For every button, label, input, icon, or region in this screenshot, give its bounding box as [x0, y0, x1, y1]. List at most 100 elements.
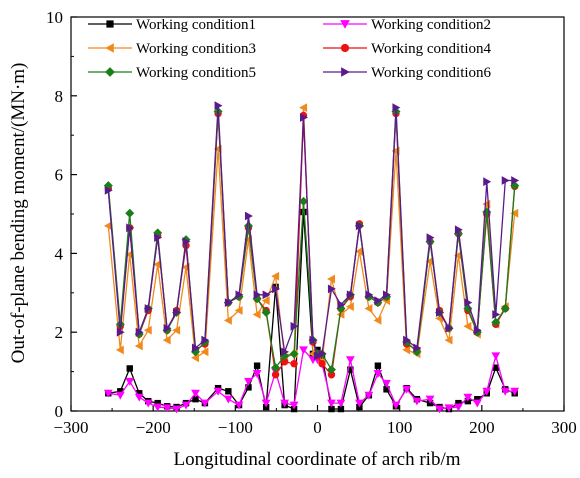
- series-layer: [103, 101, 520, 414]
- y-tick-label: 0: [55, 402, 64, 421]
- data-point: [510, 387, 520, 396]
- data-point: [244, 377, 253, 386]
- data-point: [181, 401, 191, 410]
- data-point: [454, 225, 463, 235]
- data-point: [474, 395, 481, 403]
- data-point: [300, 113, 308, 122]
- data-point: [244, 211, 253, 221]
- data-point: [104, 185, 113, 195]
- data-point: [454, 403, 463, 412]
- data-point: [482, 387, 492, 396]
- data-point: [281, 347, 290, 357]
- data-point: [154, 399, 161, 407]
- data-point: [191, 389, 200, 398]
- data-point: [125, 208, 135, 218]
- legend-label: Working condition4: [371, 41, 492, 57]
- data-point: [501, 176, 510, 185]
- data-point: [173, 308, 181, 317]
- legend-item: Working condition1: [88, 17, 256, 33]
- data-point: [234, 401, 244, 410]
- data-point: [289, 401, 299, 410]
- data-point: [492, 310, 501, 319]
- data-point: [144, 304, 153, 313]
- data-point: [103, 389, 113, 398]
- data-point: [402, 385, 412, 394]
- data-point: [327, 371, 336, 379]
- data-point: [213, 387, 223, 396]
- legend-item: Working condition2: [323, 17, 491, 33]
- data-point: [347, 366, 354, 373]
- y-axis-title: Out-of-plane bending moment/(MN·m): [8, 63, 29, 364]
- data-point: [135, 327, 144, 337]
- data-point: [116, 327, 125, 337]
- data-point: [435, 308, 444, 317]
- data-point: [192, 395, 199, 403]
- data-point: [153, 403, 163, 412]
- data-point: [172, 405, 181, 414]
- data-point: [134, 393, 144, 402]
- series-2: [103, 346, 520, 414]
- data-point: [261, 296, 270, 306]
- data-point: [413, 343, 422, 353]
- data-point: [373, 315, 382, 325]
- data-point: [163, 323, 172, 333]
- data-point: [425, 256, 434, 266]
- data-point: [425, 395, 435, 404]
- data-point: [492, 364, 500, 371]
- data-point: [463, 393, 473, 402]
- legend-item: Working condition5: [88, 65, 256, 81]
- x-tick-label: 0: [313, 418, 322, 437]
- data-point: [126, 365, 133, 372]
- data-point: [135, 390, 143, 397]
- data-point: [318, 360, 326, 368]
- data-point: [300, 208, 307, 216]
- data-point: [117, 388, 124, 395]
- data-point: [392, 103, 401, 113]
- data-point: [115, 319, 125, 329]
- data-point: [454, 250, 462, 260]
- data-point: [299, 103, 308, 113]
- data-point: [341, 67, 350, 77]
- data-point: [382, 379, 391, 388]
- data-point: [280, 358, 289, 366]
- data-point: [340, 43, 350, 53]
- data-point: [200, 347, 209, 357]
- data-point: [412, 397, 422, 406]
- data-point: [143, 325, 152, 335]
- data-point: [153, 260, 162, 269]
- data-point: [235, 290, 244, 300]
- series-line: [107, 105, 515, 357]
- data-point: [402, 345, 411, 355]
- data-point: [445, 323, 454, 333]
- data-point: [200, 399, 210, 408]
- data-point: [326, 365, 336, 375]
- data-point: [403, 335, 412, 345]
- legend-label: Working condition6: [371, 65, 492, 81]
- data-point: [340, 20, 350, 29]
- data-point: [472, 399, 482, 408]
- y-tick-label: 8: [55, 87, 64, 106]
- data-point: [115, 391, 125, 400]
- legend-label: Working condition1: [136, 17, 256, 33]
- data-point: [214, 101, 223, 111]
- x-tick-label: −300: [53, 418, 88, 437]
- legend-item: Working condition3: [88, 41, 256, 57]
- data-point: [134, 341, 143, 351]
- data-point: [253, 290, 262, 300]
- data-point: [115, 345, 124, 355]
- data-point: [373, 370, 383, 378]
- data-point: [272, 284, 280, 294]
- y-tick-label: 10: [46, 8, 63, 27]
- data-point: [464, 298, 473, 308]
- data-point: [444, 335, 453, 345]
- data-point: [106, 20, 114, 28]
- data-point: [289, 349, 299, 359]
- data-point: [280, 399, 290, 408]
- data-point: [154, 233, 163, 243]
- data-point: [223, 395, 233, 404]
- data-point: [500, 387, 510, 396]
- data-point: [103, 221, 112, 231]
- data-point: [172, 325, 181, 335]
- legend: Working condition1 Working condition2 Work…: [88, 17, 492, 81]
- x-tick-label: 300: [551, 418, 577, 437]
